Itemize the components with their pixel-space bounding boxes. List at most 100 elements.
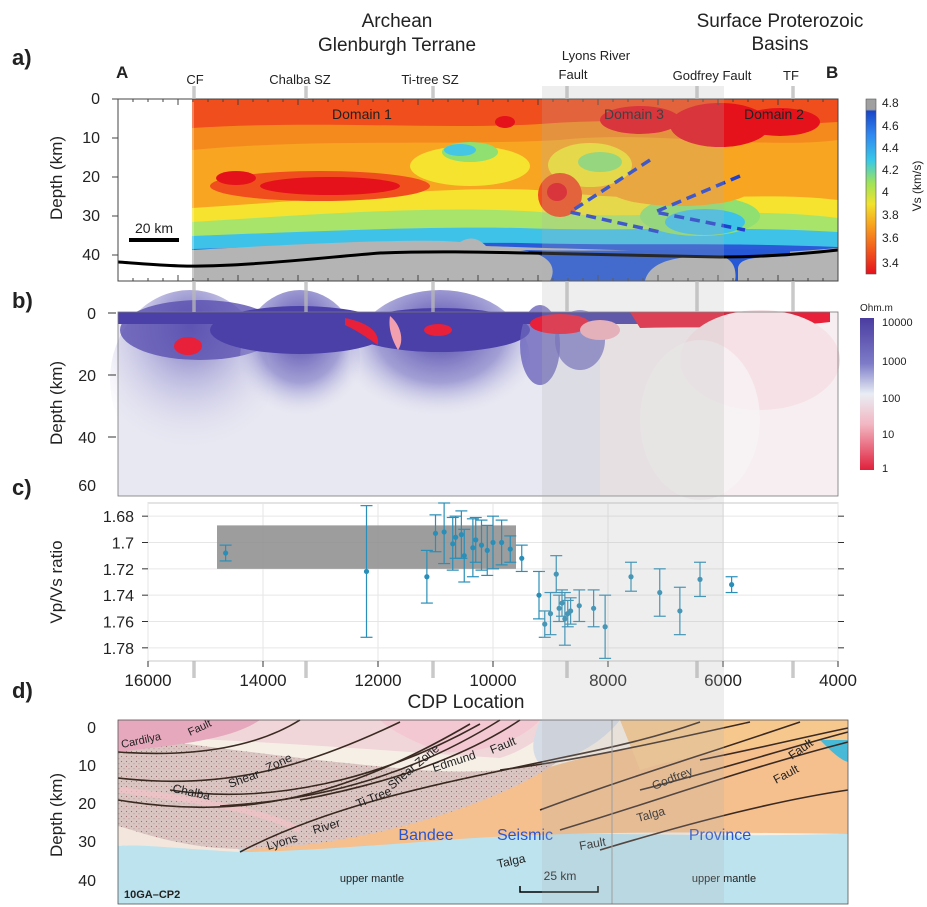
d-label-talga-2-fault: Fault xyxy=(578,834,607,853)
province-word-seismic: Seismic xyxy=(497,827,553,844)
panel-b-ytick-20: 20 xyxy=(78,368,96,385)
panel-a-ytick-0: 0 xyxy=(91,91,100,108)
vpvs-point xyxy=(677,608,683,614)
vpvs-point xyxy=(461,553,467,559)
panel-a-ytick-20: 20 xyxy=(82,169,100,186)
moho-line xyxy=(117,248,839,268)
panel-d-ylabel: Depth (km) xyxy=(47,773,66,857)
panel-b-letter: b) xyxy=(12,288,33,313)
panel-d-ytick-40: 40 xyxy=(78,873,96,890)
vs-colorbar-tick-4.4: 4.4 xyxy=(882,141,899,155)
section-id: 10GA–CP2 xyxy=(124,889,180,901)
d-label-upper-mantle-left: upper mantle xyxy=(340,873,404,885)
scale-label-25km: 25 km xyxy=(544,869,577,883)
panel-d-ytick-20: 20 xyxy=(78,796,96,813)
vpvs-point xyxy=(478,542,485,548)
vpvs-point xyxy=(556,605,562,611)
vs-colorbar-tick-4.8: 4.8 xyxy=(882,96,899,110)
vpvs-point xyxy=(628,574,634,580)
panel-b-ytick-0: 0 xyxy=(87,306,96,323)
panel-c-xtick-label: 10000 xyxy=(469,671,516,690)
vpvs-point xyxy=(536,592,542,598)
res-colorbar-tick-1000: 1000 xyxy=(882,356,906,368)
lyons-river-highlight-band xyxy=(542,86,724,904)
vs-colorbar-tick-3.4: 3.4 xyxy=(882,256,899,270)
vpvs-point xyxy=(553,571,559,577)
vs-tomography xyxy=(118,99,838,281)
panel-c-xtick-label: 8000 xyxy=(589,671,627,690)
res-colorbar-label: Ohm.m xyxy=(860,303,893,314)
vpvs-point xyxy=(507,546,513,552)
panel-c-letter: c) xyxy=(12,475,32,500)
end-label-b: B xyxy=(826,63,838,82)
domain-3-label: Domain 3 xyxy=(604,106,664,122)
panel-a: a) A B CF Chalba SZ Ti-tree SZ Lyons Riv… xyxy=(12,45,924,282)
vpvs-point xyxy=(542,621,548,627)
province-word-bandee: Bandee xyxy=(398,827,453,844)
dipping-reflector-2 xyxy=(649,174,746,232)
vpvs-point xyxy=(562,616,568,622)
vpvs-point xyxy=(473,537,479,543)
vpvs-point xyxy=(568,608,574,614)
vpvs-point xyxy=(453,534,459,540)
res-colorbar-tick-100: 100 xyxy=(882,393,900,405)
panel-b-ylabel: Depth (km) xyxy=(47,361,66,445)
vpvs-point xyxy=(499,539,505,546)
panel-a-letter: a) xyxy=(12,45,32,70)
panel-d-ytick-30: 30 xyxy=(78,834,96,851)
vs-colorbar-label: Vs (km/s) xyxy=(910,161,924,212)
vpvs-point xyxy=(697,576,703,582)
panel-c-xtick-label: 12000 xyxy=(354,671,401,690)
vpvs-point xyxy=(223,550,229,556)
vpvs-point xyxy=(458,532,464,538)
panel-c-ytick-label: 1.68 xyxy=(103,509,134,526)
panel-a-ytick-30: 30 xyxy=(82,208,100,225)
panel-a-ytick-40: 40 xyxy=(82,247,100,264)
domain-2-label: Domain 2 xyxy=(744,106,804,122)
panel-b-ytick-60: 60 xyxy=(78,478,96,495)
province-word-province: Province xyxy=(689,827,751,844)
vs-colorbar-tick-3.6: 3.6 xyxy=(882,231,899,245)
d-label-upper-mantle-right: upper mantle xyxy=(692,873,756,885)
vpvs-point xyxy=(729,582,735,588)
panel-c-ylabel: Vp/Vs ratio xyxy=(47,540,66,623)
archean-title-line2: Glenburgh Terrane xyxy=(318,35,476,56)
res-colorbar-tick-10000: 10000 xyxy=(882,317,913,329)
archean-title-line1: Archean xyxy=(362,11,433,32)
panel-c-xtick-label: 14000 xyxy=(239,671,286,690)
fault-label-lyons-2: Fault xyxy=(559,67,588,82)
vpvs-points xyxy=(219,502,738,659)
fault-label-lyons-1: Lyons River xyxy=(562,48,631,63)
d-label-talga-2: Talga xyxy=(496,851,527,871)
panel-c-xticks: 16000 14000 12000 10000 8000 6000 4000 xyxy=(124,661,857,690)
panel-a-ylabel: Depth (km) xyxy=(47,136,66,220)
domain-1-label: Domain 1 xyxy=(332,106,392,122)
panel-b-yticks xyxy=(108,312,116,438)
fault-label-chalba: Chalba SZ xyxy=(269,72,330,87)
fault-label-titree: Ti-tree SZ xyxy=(401,72,458,87)
fault-markers xyxy=(192,86,795,678)
panel-d-ytick-0: 0 xyxy=(87,720,96,737)
vs-colorbar-tick-4.2: 4.2 xyxy=(882,163,899,177)
panel-a-ticks xyxy=(112,98,839,281)
scale-bar-25km xyxy=(519,886,599,893)
vs-colorbar xyxy=(865,98,877,275)
panel-c-ytick-label: 1.76 xyxy=(103,615,134,632)
vpvs-point xyxy=(576,603,582,609)
panel-c-yticks: 1.68 1.7 1.72 1.74 1.76 1.78 xyxy=(103,509,844,658)
vpvs-point xyxy=(559,600,565,606)
panel-d: d) xyxy=(12,678,849,905)
panel-c-xtick-label: 4000 xyxy=(819,671,857,690)
surface-title-line1: Surface Proterozoic xyxy=(697,11,864,32)
res-colorbar-tick-10: 10 xyxy=(882,429,894,441)
scale-bar-20km xyxy=(129,238,179,242)
panel-b-ytick-40: 40 xyxy=(78,430,96,447)
geologic-cross-section xyxy=(117,719,849,904)
surface-title-line2: Basins xyxy=(751,34,808,55)
fault-label-cf: CF xyxy=(186,72,203,87)
panel-b-frame xyxy=(117,311,839,497)
panel-c-xtick-label: 16000 xyxy=(124,671,171,690)
fault-label-tf: TF xyxy=(783,68,799,83)
vpvs-point xyxy=(432,530,439,536)
vpvs-point xyxy=(441,529,447,535)
